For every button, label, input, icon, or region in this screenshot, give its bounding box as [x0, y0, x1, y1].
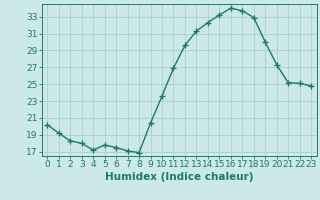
- X-axis label: Humidex (Indice chaleur): Humidex (Indice chaleur): [105, 172, 253, 182]
